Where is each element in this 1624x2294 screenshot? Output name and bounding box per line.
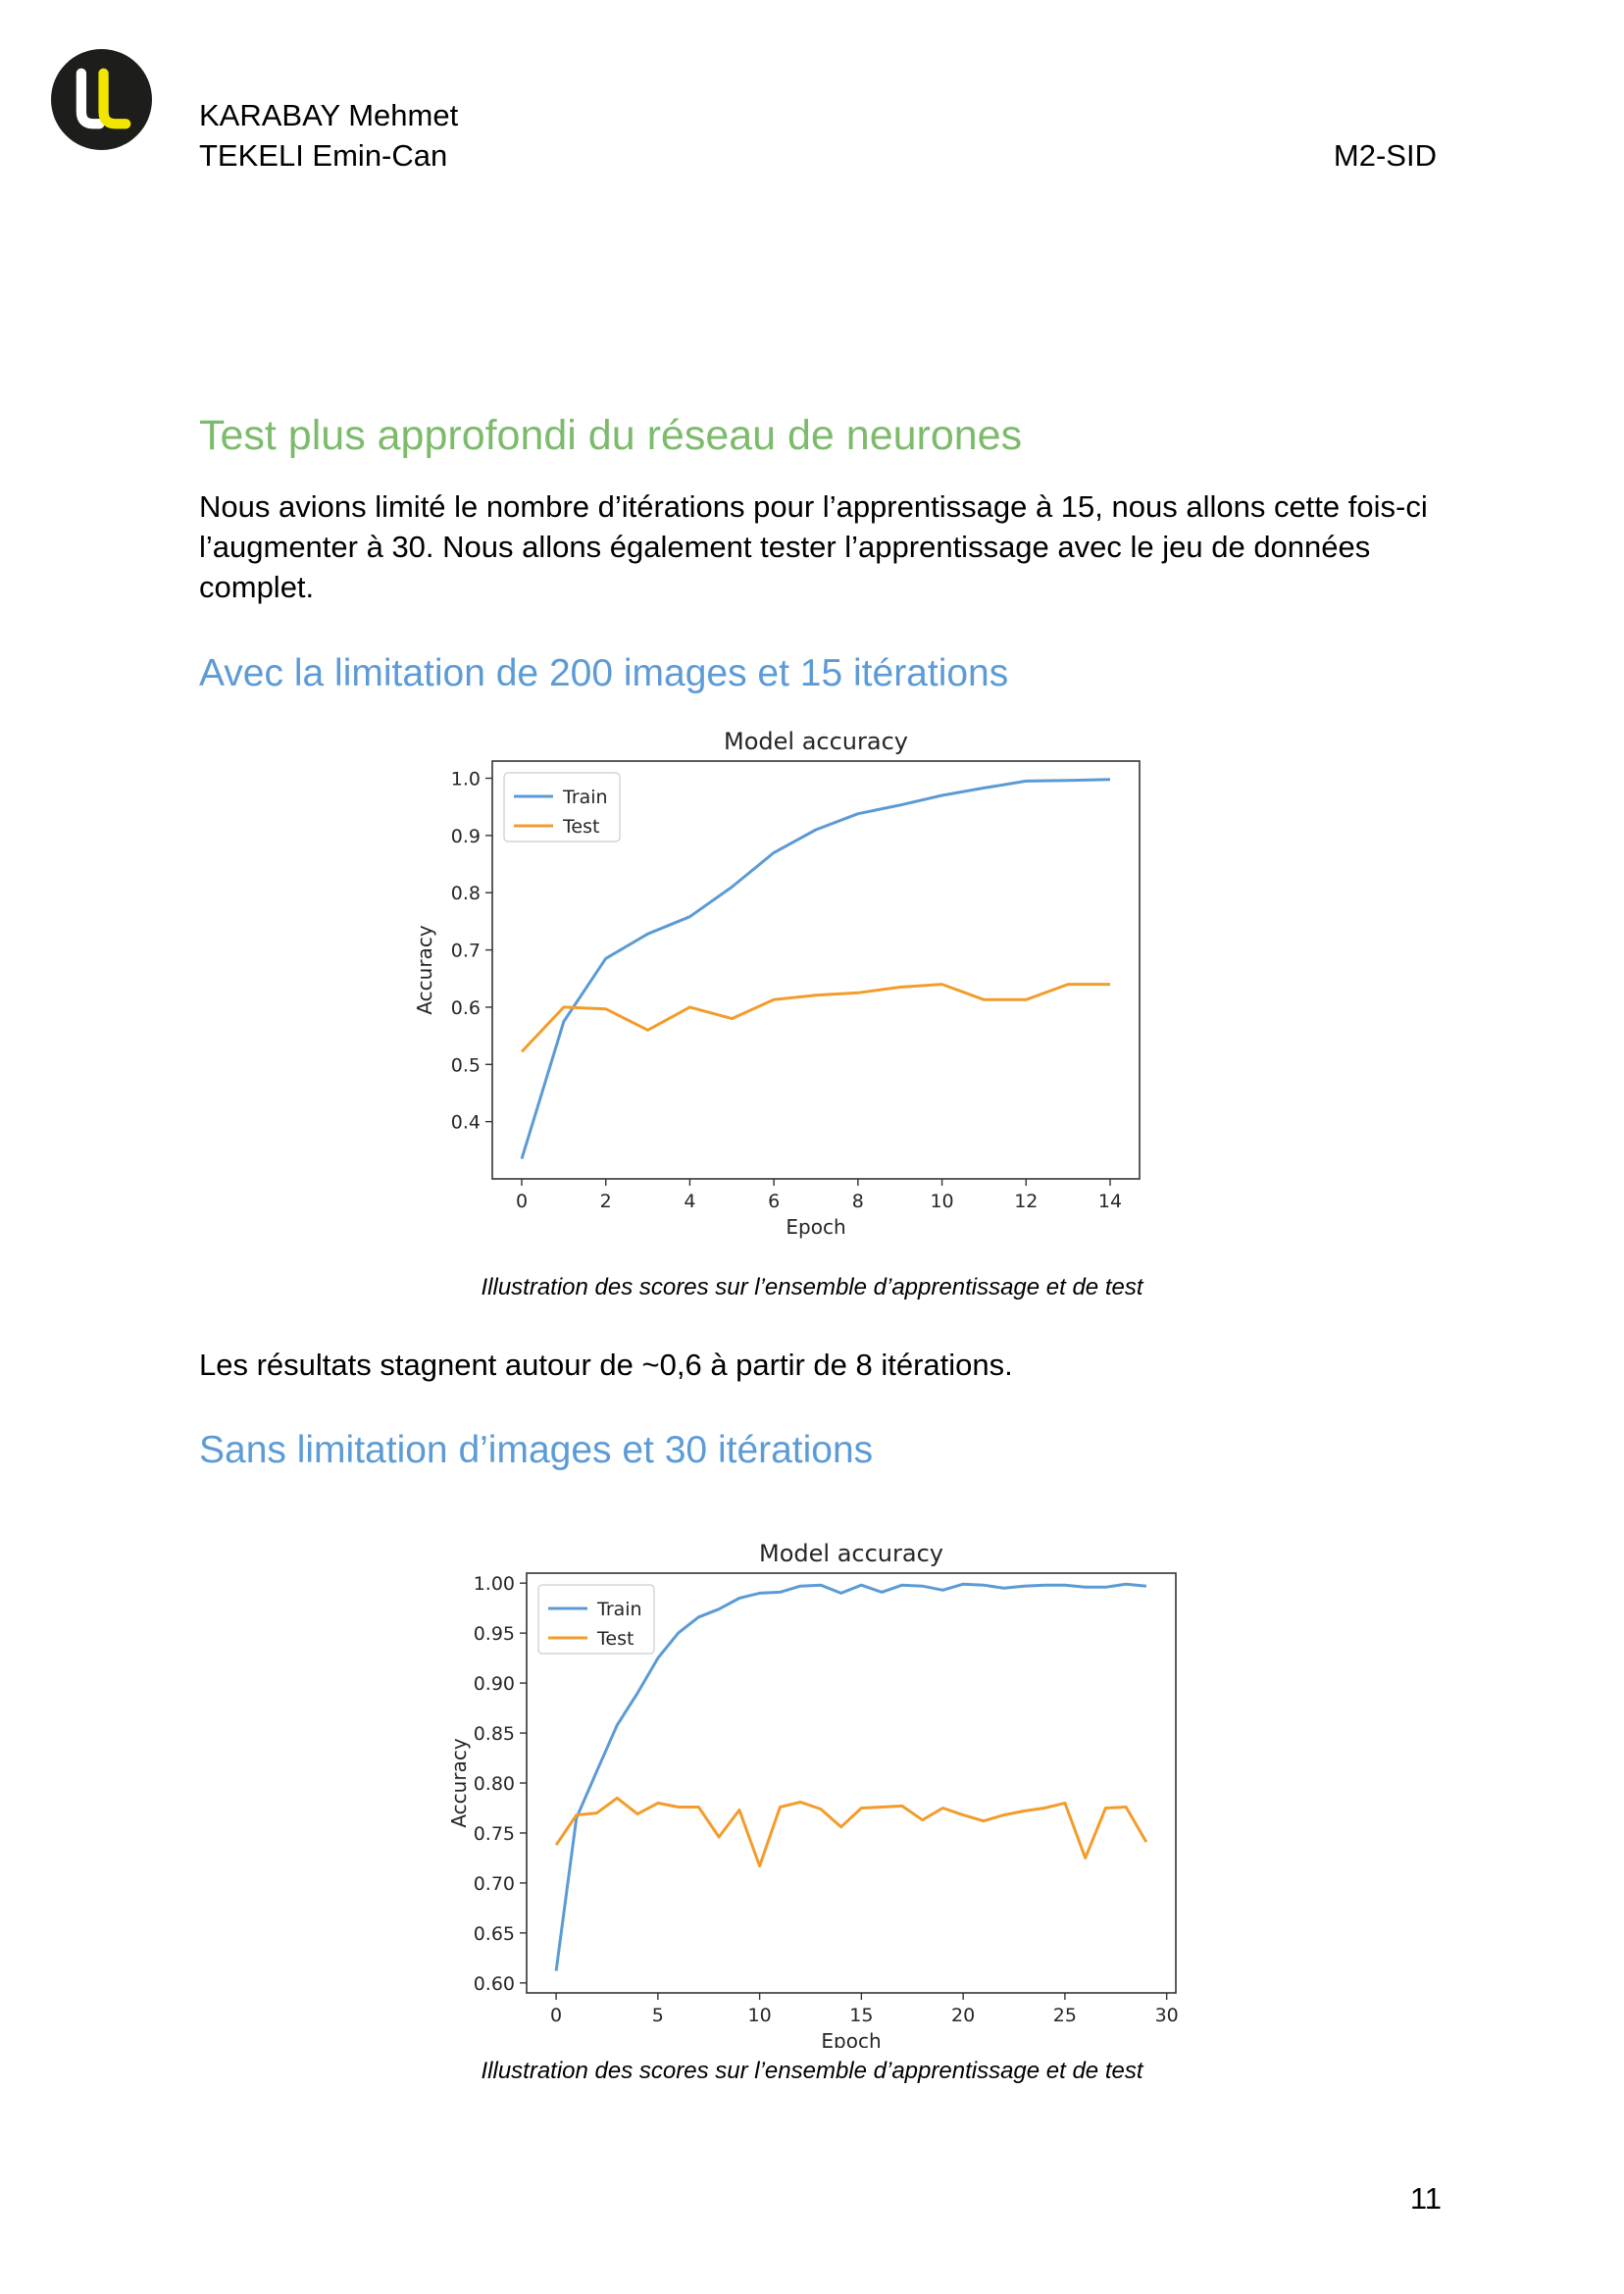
y-axis-label: Accuracy	[447, 1738, 471, 1827]
section-title: Test plus approfondi du réseau de neuron…	[199, 412, 1023, 459]
y-axis-label: Accuracy	[413, 925, 436, 1014]
legend-label-train: Train	[596, 1599, 642, 1620]
y-tick-label: 0.85	[474, 1723, 515, 1745]
chart-title: Model accuracy	[724, 728, 908, 755]
intro-line-3: complet.	[199, 570, 315, 604]
intro-line-1: Nous avions limité le nombre d’itération…	[199, 489, 1428, 524]
series-line-test	[520, 983, 1110, 1053]
y-tick-label: 0.5	[451, 1054, 481, 1076]
y-tick-label: 0.70	[474, 1873, 515, 1895]
x-tick-label: 4	[684, 1191, 695, 1212]
subsection-2-title: Sans limitation d’images et 30 itération…	[199, 1429, 874, 1471]
accuracy-chart-30-epochs: Model accuracy 0 5 10 15 20 25 30 0.60 0.65 0.70 0.…	[447, 1540, 1179, 2048]
y-tick-label: 0.75	[474, 1823, 515, 1845]
y-tick-label: 0.60	[474, 1973, 515, 1995]
x-tick-label: 5	[652, 2005, 664, 2026]
y-tick-label: 1.00	[474, 1573, 515, 1595]
intro-line-2: l’augmenter à 30. Nous allons également …	[199, 530, 1371, 564]
x-tick-label: 8	[852, 1191, 864, 1212]
x-tick-label: 0	[550, 2005, 562, 2026]
x-tick-label: 25	[1053, 2005, 1077, 2026]
series-line-test	[554, 1796, 1148, 1868]
y-tick-label: 0.65	[474, 1923, 515, 1945]
chart-title: Model accuracy	[759, 1540, 943, 1567]
y-tick-label: 0.7	[451, 941, 481, 962]
x-tick-label: 10	[930, 1191, 953, 1212]
legend-label-train: Train	[562, 787, 608, 808]
x-axis-label: Epoch	[786, 1215, 845, 1239]
chart-1-caption: Illustration des scores sur l’ensemble d…	[481, 1274, 1143, 1300]
x-tick-label: 6	[768, 1191, 780, 1212]
legend-label-test: Test	[596, 1628, 634, 1650]
intro-paragraph: Nous avions limité le nombre d’itération…	[199, 486, 1435, 607]
program-label: M2-SID	[1333, 138, 1437, 173]
chart-legend: Train Test	[537, 1584, 655, 1655]
x-tick-label: 12	[1014, 1191, 1038, 1212]
accuracy-chart-15-epochs: Model accuracy 0 2 4 6 8 10 12 14 0.4 0.5 0.6 0.7 0.8…	[413, 728, 1141, 1239]
results-conclusion: Les résultats stagnent autour de ~0,6 à …	[199, 1348, 1013, 1382]
x-tick-label: 14	[1098, 1191, 1122, 1212]
y-tick-label: 1.0	[451, 769, 481, 790]
university-logo	[51, 49, 152, 150]
x-tick-label: 10	[748, 2005, 772, 2026]
y-tick-label: 0.95	[474, 1623, 515, 1645]
y-tick-label: 0.90	[474, 1673, 515, 1695]
page-number: 11	[1409, 2181, 1442, 2216]
y-tick-label: 0.4	[451, 1112, 481, 1134]
series-line-train	[520, 778, 1111, 1160]
y-tick-label: 0.8	[451, 883, 481, 904]
y-tick-label: 0.80	[474, 1773, 515, 1795]
x-tick-label: 2	[600, 1191, 612, 1212]
y-tick-label: 0.9	[451, 826, 481, 847]
author-2: TEKELI Emin-Can	[199, 138, 448, 173]
series-line-train	[554, 1582, 1147, 1971]
y-tick-label: 0.6	[451, 997, 481, 1019]
x-tick-label: 15	[849, 2005, 873, 2026]
x-axis-label: Epoch	[821, 2029, 881, 2048]
legend-label-test: Test	[562, 816, 599, 838]
x-tick-label: 30	[1155, 2005, 1179, 2026]
x-tick-label: 0	[516, 1191, 528, 1212]
chart-2-caption: Illustration des scores sur l’ensemble d…	[481, 2058, 1143, 2084]
x-tick-label: 20	[951, 2005, 975, 2026]
chart-legend: Train Test	[503, 772, 621, 842]
author-1: KARABAY Mehmet	[199, 98, 459, 132]
subsection-1-title: Avec la limitation de 200 images et 15 i…	[199, 652, 1009, 694]
plot-frame	[491, 760, 1141, 1180]
